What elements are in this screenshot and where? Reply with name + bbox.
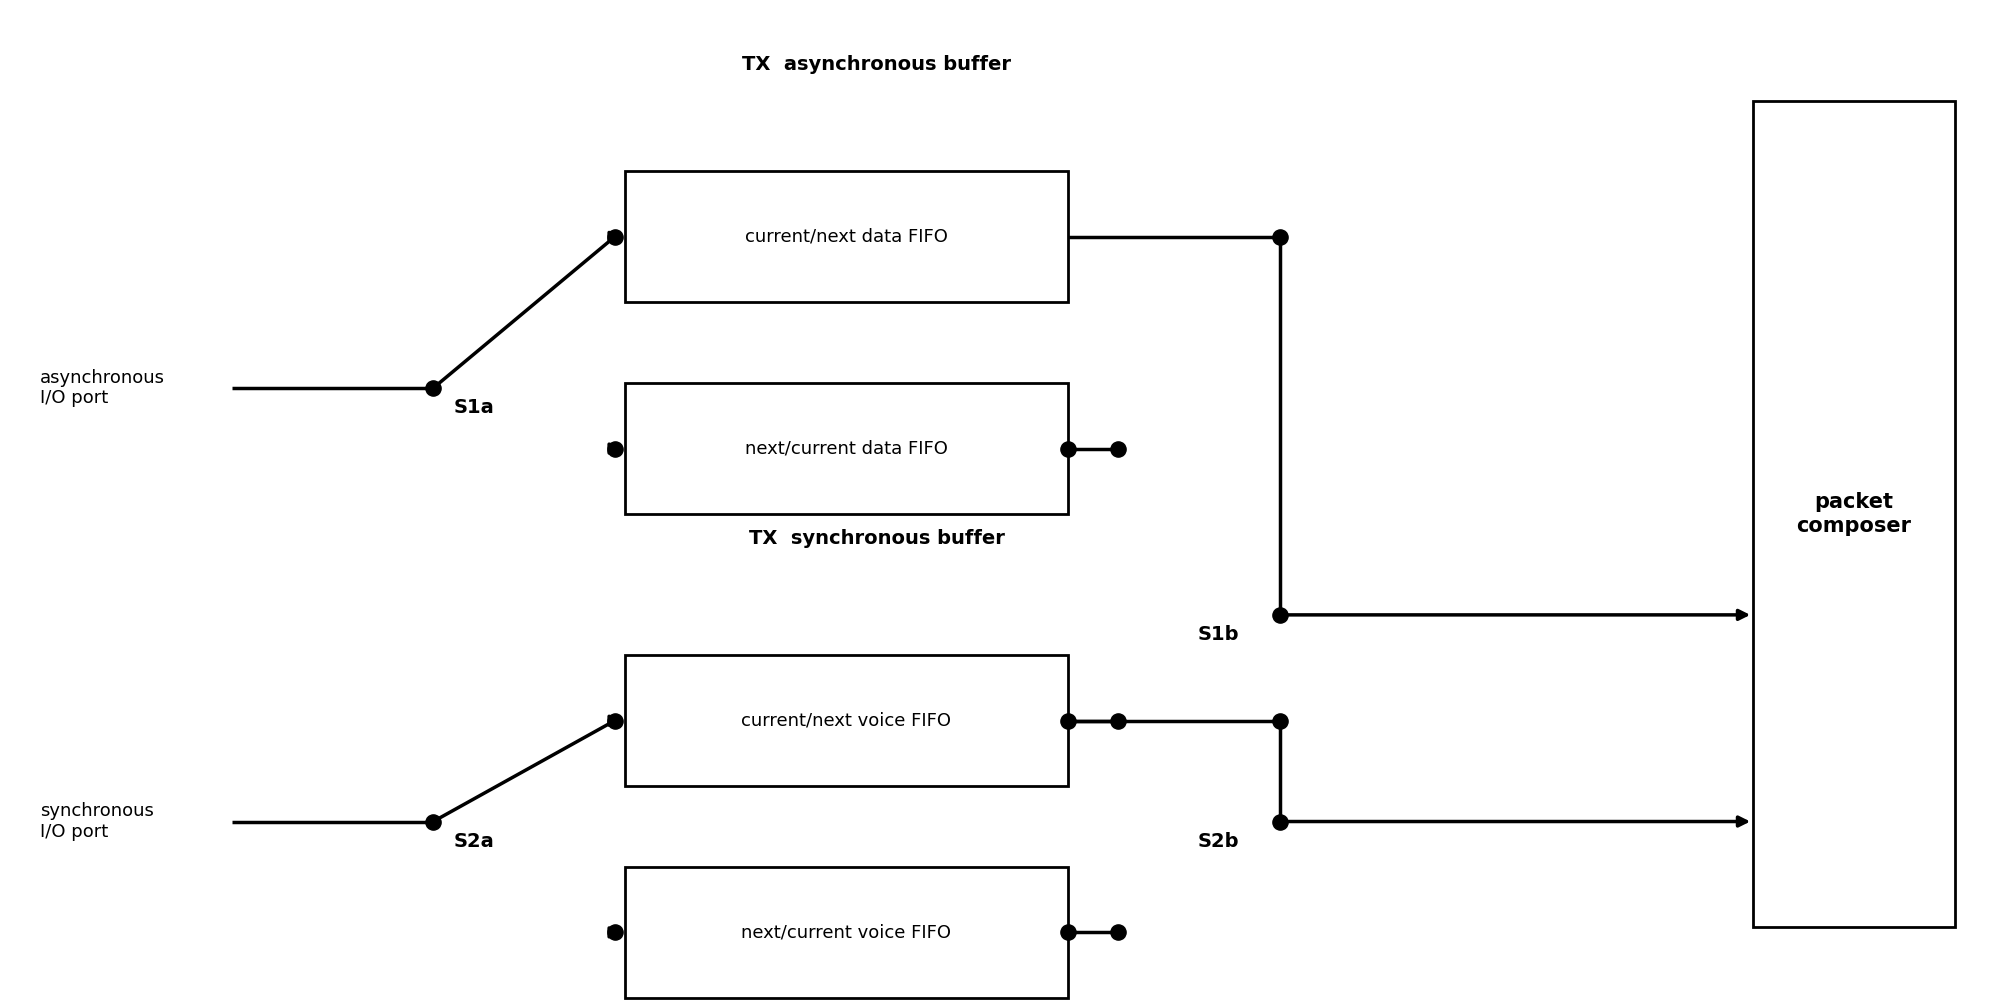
Bar	[624, 383, 1067, 514]
Point	[1263, 607, 1295, 623]
Bar	[624, 867, 1067, 998]
Text: S2b: S2b	[1196, 832, 1239, 851]
Text: packet
composer: packet composer	[1794, 493, 1911, 535]
Point	[598, 440, 630, 457]
Text: S1b: S1b	[1196, 625, 1239, 644]
Point	[1051, 440, 1084, 457]
Point	[1051, 924, 1084, 940]
Point	[1102, 440, 1134, 457]
Point	[417, 380, 449, 396]
Point	[1102, 924, 1134, 940]
Point	[417, 813, 449, 830]
Text: synchronous
I/O port: synchronous I/O port	[40, 802, 155, 841]
Text: S2a: S2a	[453, 832, 493, 851]
Text: current/next data FIFO: current/next data FIFO	[745, 228, 947, 246]
Point	[1051, 713, 1084, 729]
Point	[598, 229, 630, 245]
Text: TX  synchronous buffer: TX synchronous buffer	[749, 529, 1003, 548]
Bar	[624, 171, 1067, 302]
Point	[598, 713, 630, 729]
Text: next/current data FIFO: next/current data FIFO	[745, 439, 947, 458]
Text: current/next voice FIFO: current/next voice FIFO	[741, 712, 951, 730]
Bar	[1752, 101, 1954, 927]
Text: asynchronous
I/O port: asynchronous I/O port	[40, 369, 165, 407]
Point	[598, 924, 630, 940]
Text: next/current voice FIFO: next/current voice FIFO	[741, 923, 951, 941]
Point	[1263, 229, 1295, 245]
Point	[1102, 713, 1134, 729]
Text: TX  asynchronous buffer: TX asynchronous buffer	[741, 55, 1011, 75]
Point	[1263, 713, 1295, 729]
Point	[1263, 813, 1295, 830]
Bar	[624, 655, 1067, 786]
Text: S1a: S1a	[453, 398, 493, 417]
